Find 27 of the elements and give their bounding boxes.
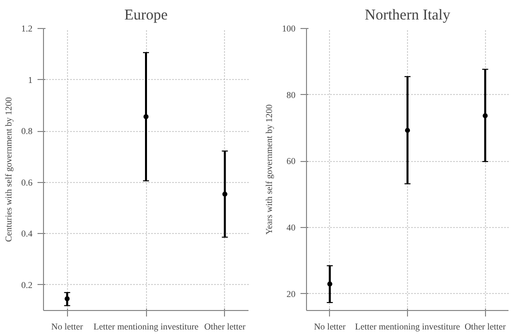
x-tick-label: Letter mentioning investiture bbox=[94, 322, 198, 332]
y-tick-label: 20 bbox=[286, 288, 296, 299]
point bbox=[405, 128, 410, 133]
point bbox=[64, 296, 70, 302]
y-tick-label: 100 bbox=[282, 24, 296, 34]
y-tick-label: 0.4 bbox=[21, 228, 33, 239]
x-tick-label: No letter bbox=[314, 322, 346, 332]
point bbox=[327, 281, 332, 286]
y-tick-label: 1 bbox=[28, 74, 32, 85]
chart-title: Northern Italy bbox=[364, 8, 451, 24]
y-tick-label: 80 bbox=[286, 90, 296, 100]
y-tick-label: 0.2 bbox=[21, 280, 32, 290]
y-axis-title: Centuries with self government by 1200 bbox=[3, 96, 14, 242]
y-tick-label: 60 bbox=[286, 156, 296, 166]
y-tick-label: 0.6 bbox=[21, 177, 33, 188]
chart-title: Europe bbox=[124, 8, 168, 24]
x-tick-label: Other letter bbox=[204, 322, 246, 332]
y-axis-title: Years with self government by 1200 bbox=[264, 104, 274, 235]
point bbox=[222, 192, 228, 197]
y-tick-label: 0.8 bbox=[21, 126, 33, 136]
point bbox=[144, 114, 148, 120]
x-tick-label: No letter bbox=[51, 322, 84, 332]
x-tick-label: Letter mentioning investiture bbox=[355, 322, 460, 332]
point bbox=[482, 113, 488, 118]
y-tick-label: 1.2 bbox=[21, 24, 32, 34]
y-tick-label: 40 bbox=[286, 222, 296, 233]
x-tick-label: Other letter bbox=[464, 322, 506, 332]
